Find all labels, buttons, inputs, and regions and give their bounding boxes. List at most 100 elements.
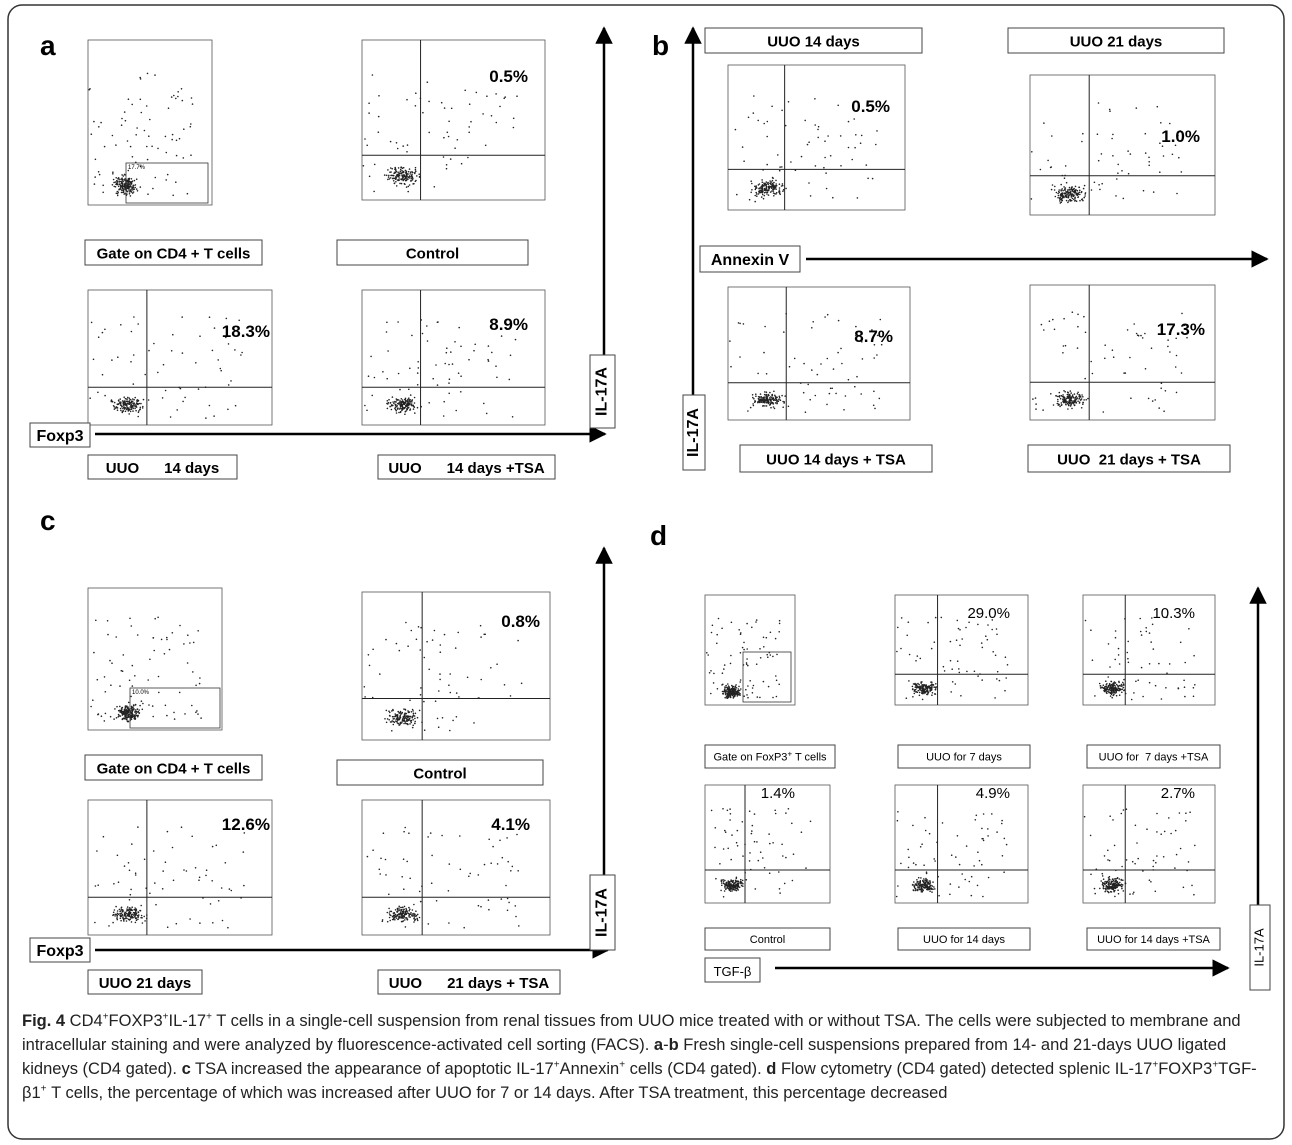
event-dot bbox=[404, 917, 406, 919]
plot-label: Gate on CD4 + T cells bbox=[97, 246, 251, 263]
event-dot bbox=[777, 154, 779, 156]
event-dot bbox=[128, 413, 130, 415]
event-dot bbox=[772, 189, 774, 191]
event-dot bbox=[1102, 885, 1104, 887]
event-dot bbox=[1078, 187, 1080, 189]
event-dot bbox=[131, 909, 133, 911]
event-dot bbox=[764, 195, 766, 197]
event-dot bbox=[458, 327, 460, 329]
event-dot bbox=[413, 921, 415, 923]
event-dot bbox=[221, 887, 223, 889]
event-dot bbox=[1065, 191, 1067, 193]
event-dot bbox=[371, 395, 373, 397]
event-dot bbox=[1081, 191, 1083, 193]
event-dot bbox=[399, 400, 401, 402]
event-dot bbox=[1007, 664, 1009, 666]
event-dot bbox=[400, 715, 402, 717]
event-dot bbox=[727, 810, 729, 812]
event-dot bbox=[1107, 886, 1109, 888]
event-dot bbox=[148, 704, 150, 706]
event-dot bbox=[408, 389, 410, 391]
event-dot bbox=[499, 840, 501, 842]
event-dot bbox=[139, 705, 141, 707]
event-dot bbox=[1065, 403, 1067, 405]
event-dot bbox=[780, 399, 782, 401]
event-dot bbox=[1067, 403, 1069, 405]
event-dot bbox=[119, 188, 121, 190]
event-dot bbox=[1074, 190, 1076, 192]
label-run: Gate on FoxP3 bbox=[713, 752, 787, 764]
event-dot bbox=[480, 625, 482, 627]
event-dot bbox=[402, 718, 404, 720]
event-dot bbox=[769, 180, 771, 182]
event-dot bbox=[1130, 153, 1132, 155]
event-dot bbox=[179, 692, 181, 694]
event-dot bbox=[130, 894, 132, 896]
event-dot bbox=[120, 410, 122, 412]
event-dot bbox=[417, 717, 419, 719]
event-dot bbox=[801, 156, 803, 158]
event-dot bbox=[119, 909, 121, 911]
event-dot bbox=[768, 833, 770, 835]
event-dot bbox=[512, 416, 514, 418]
event-dot bbox=[127, 400, 129, 402]
event-dot bbox=[772, 842, 774, 844]
event-dot bbox=[764, 183, 766, 185]
event-dot bbox=[132, 685, 134, 687]
event-dot bbox=[411, 171, 413, 173]
event-dot bbox=[740, 879, 742, 881]
event-dot bbox=[725, 685, 727, 687]
event-dot bbox=[950, 660, 952, 662]
event-dot bbox=[1109, 878, 1111, 880]
event-dot bbox=[149, 119, 151, 121]
event-dot bbox=[161, 639, 163, 641]
event-dot bbox=[129, 409, 131, 411]
event-dot bbox=[135, 714, 137, 716]
event-dot bbox=[401, 170, 403, 172]
event-dot bbox=[148, 399, 150, 401]
event-dot bbox=[155, 904, 157, 906]
event-dot bbox=[1054, 329, 1056, 331]
event-dot bbox=[396, 142, 398, 144]
event-dot bbox=[422, 112, 424, 114]
event-dot bbox=[496, 377, 498, 379]
event-dot bbox=[408, 171, 410, 173]
event-dot bbox=[765, 192, 767, 194]
event-dot bbox=[711, 632, 713, 634]
event-dot bbox=[392, 396, 394, 398]
event-dot bbox=[952, 681, 954, 683]
event-dot bbox=[169, 649, 171, 651]
event-dot bbox=[923, 693, 925, 695]
event-dot bbox=[749, 852, 751, 854]
event-dot bbox=[409, 168, 411, 170]
event-dot bbox=[1111, 138, 1113, 140]
event-dot bbox=[767, 656, 769, 658]
event-dot bbox=[1094, 893, 1096, 895]
event-dot bbox=[118, 186, 120, 188]
event-dot bbox=[158, 692, 160, 694]
event-dot bbox=[389, 406, 391, 408]
event-dot bbox=[1135, 825, 1137, 827]
event-dot bbox=[1154, 399, 1156, 401]
event-dot bbox=[811, 327, 813, 329]
event-dot bbox=[127, 191, 129, 193]
event-dot bbox=[1133, 323, 1135, 325]
event-dot bbox=[1109, 876, 1111, 878]
event-dot bbox=[1118, 648, 1120, 650]
event-dot bbox=[732, 687, 734, 689]
event-dot bbox=[1123, 683, 1125, 685]
event-dot bbox=[491, 115, 493, 117]
event-dot bbox=[1094, 888, 1096, 890]
event-dot bbox=[1126, 808, 1128, 810]
event-dot bbox=[124, 185, 126, 187]
event-dot bbox=[398, 907, 400, 909]
event-dot bbox=[763, 398, 765, 400]
event-dot bbox=[1070, 402, 1072, 404]
event-dot bbox=[751, 830, 753, 832]
event-dot bbox=[805, 867, 807, 869]
events bbox=[1084, 808, 1196, 897]
event-dot bbox=[390, 167, 392, 169]
event-dot bbox=[414, 920, 416, 922]
event-dot bbox=[200, 717, 202, 719]
event-dot bbox=[388, 908, 390, 910]
